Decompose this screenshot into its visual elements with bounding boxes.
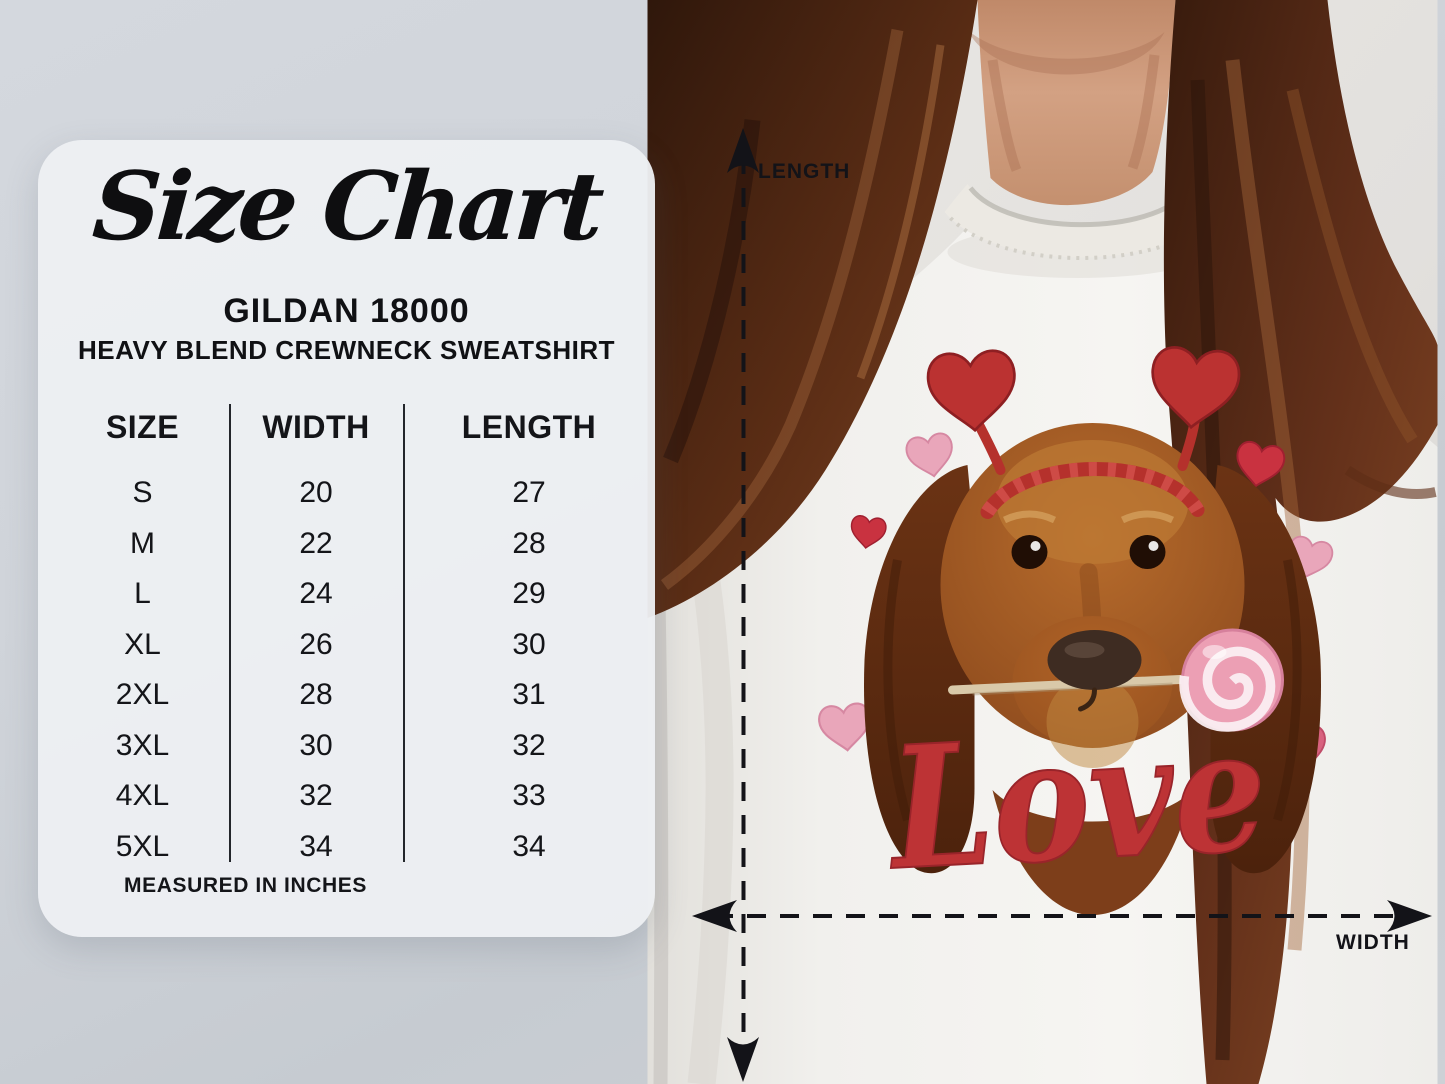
length-cell: 32	[512, 728, 546, 762]
col-header-width: WIDTH	[262, 408, 370, 445]
width-cell: 20	[299, 476, 333, 510]
width-cell: 28	[299, 678, 333, 712]
dachshund-illustration: Love	[863, 344, 1322, 915]
width-cell: 26	[299, 627, 333, 661]
length-cell: 29	[512, 577, 546, 611]
heart-headband	[925, 344, 1243, 519]
size-chart-card: Size Chart GILDAN 18000 HEAVY BLEND CREW…	[38, 140, 655, 937]
size-cell: L	[134, 577, 151, 611]
dog-eyes	[1011, 535, 1166, 569]
product-name: HEAVY BLEND CREWNECK SWEATSHIRT	[78, 335, 615, 365]
size-chart-title: Size Chart	[89, 152, 604, 262]
size-cell: 3XL	[115, 728, 170, 762]
sweatshirt-design: Love	[816, 344, 1336, 915]
length-label: LENGTH	[758, 160, 851, 183]
length-cell: 31	[512, 678, 546, 712]
length-cell: 33	[512, 779, 546, 813]
column-divider	[403, 404, 405, 862]
model-neck	[967, 0, 1176, 206]
table-row: 3XL 30 32	[38, 721, 655, 772]
love-script-text: Love	[883, 690, 1271, 908]
table-row: 4XL 32 33	[38, 771, 655, 822]
size-cell: 4XL	[115, 779, 170, 813]
width-cell: 34	[299, 829, 333, 863]
table-row: XL 26 30	[38, 620, 655, 671]
size-cell: 5XL	[115, 829, 170, 863]
col-header-length: LENGTH	[461, 408, 597, 445]
column-divider	[229, 404, 231, 862]
lollipop	[1179, 628, 1284, 732]
size-cell: M	[130, 526, 155, 560]
model-photo-art: Love	[647, 0, 1438, 1084]
dog-nose	[1047, 630, 1142, 690]
size-cell: 2XL	[115, 678, 170, 712]
table-row: L 24 29	[38, 569, 655, 620]
model-photo: Love	[640, 0, 1445, 1084]
table-row: M 22 28	[38, 519, 655, 570]
length-cell: 34	[512, 829, 546, 863]
table-row: 2XL 28 31	[38, 670, 655, 721]
width-cell: 24	[299, 577, 333, 611]
table-row: S 20 27	[38, 468, 655, 519]
table-row: 5XL 34 34	[38, 822, 655, 873]
width-cell: 30	[299, 728, 333, 762]
size-table: SIZE WIDTH LENGTH S 20 27 M 22 28 L 24 2…	[38, 398, 655, 872]
dog-chest-fur	[992, 790, 1193, 915]
product-model: GILDAN 18000	[223, 292, 470, 330]
size-cell: S	[132, 476, 153, 510]
size-cell: XL	[124, 627, 161, 661]
width-label: WIDTH	[1336, 931, 1410, 954]
col-header-size: SIZE	[105, 408, 180, 445]
units-note: MEASURED IN INCHES	[124, 874, 367, 897]
size-table-header-row: SIZE WIDTH LENGTH	[38, 398, 655, 456]
width-cell: 22	[299, 526, 333, 560]
length-cell: 30	[512, 627, 546, 661]
length-cell: 28	[512, 526, 546, 560]
width-cell: 32	[299, 779, 333, 813]
length-cell: 27	[512, 476, 546, 510]
